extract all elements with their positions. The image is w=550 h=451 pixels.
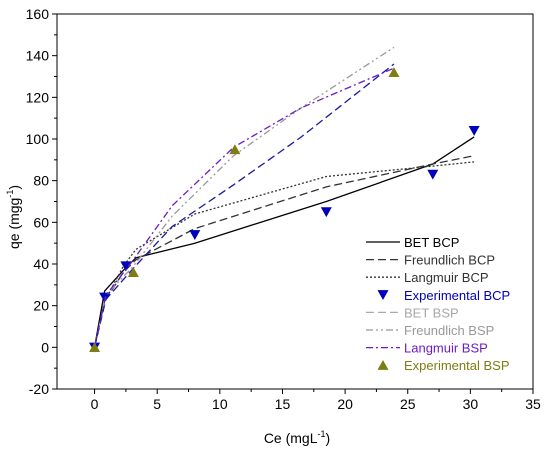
plot-area xyxy=(57,14,533,389)
data-point xyxy=(127,267,139,278)
series-6 xyxy=(93,46,395,348)
series-line xyxy=(93,63,395,348)
y-tick-label: 160 xyxy=(26,6,50,22)
legend-label: BET BSP xyxy=(404,305,459,320)
legend-item: Experimental BCP xyxy=(377,288,510,303)
legend-swatch xyxy=(377,359,389,370)
x-tick-label: 20 xyxy=(337,396,353,412)
y-tick-label: 120 xyxy=(26,89,50,105)
x-tick-label: 5 xyxy=(153,396,161,412)
y-tick-label: -20 xyxy=(29,381,49,397)
series-line xyxy=(93,136,475,348)
plot-background xyxy=(57,14,533,389)
legend-item: Langmuir BCP xyxy=(366,270,489,285)
legend: BET BCP Freundlich BCP Langmuir BCP Experim… xyxy=(366,235,510,373)
x-tick-label: 10 xyxy=(212,396,228,412)
data-point xyxy=(468,125,480,136)
series-1 xyxy=(93,136,475,348)
legend-label: Langmuir BCP xyxy=(404,270,489,285)
data-point xyxy=(189,230,201,241)
legend-swatch xyxy=(377,290,389,301)
legend-label: Langmuir BSP xyxy=(404,341,488,356)
legend-label: Experimental BSP xyxy=(404,358,510,373)
y-tick-label: 0 xyxy=(41,339,49,355)
y-tick-label: 80 xyxy=(33,173,49,189)
x-tick-label: 25 xyxy=(400,396,416,412)
legend-item: Experimental BSP xyxy=(377,358,510,373)
axes: 0 5 10 15 20 25 30 35 -20 0 20 40 60 80 100 120 140 160 xyxy=(26,6,541,412)
legend-item: Freundlich BCP xyxy=(366,253,495,268)
y-tick-label: 60 xyxy=(33,214,49,230)
legend-item: BET BSP xyxy=(366,305,459,320)
y-tick-label: 40 xyxy=(33,256,49,272)
legend-label: Freundlich BSP xyxy=(404,323,494,338)
data-point xyxy=(427,169,439,180)
data-point xyxy=(120,261,132,272)
y-tick-label: 140 xyxy=(26,48,50,64)
x-tick-label: 15 xyxy=(275,396,291,412)
legend-label: BET BCP xyxy=(404,235,459,250)
data-point xyxy=(229,144,241,155)
series-5 xyxy=(93,63,395,348)
x-axis-label: Ce (mgL-1) xyxy=(264,429,330,446)
x-tick-label: 35 xyxy=(525,396,541,412)
series-line xyxy=(93,46,395,348)
data-point xyxy=(89,342,101,353)
data-point xyxy=(388,67,400,78)
y-tick-label: 20 xyxy=(33,298,49,314)
legend-item: Langmuir BSP xyxy=(366,341,488,356)
data-point xyxy=(99,292,111,303)
y-tick-label: 100 xyxy=(26,131,50,147)
legend-item: Freundlich BSP xyxy=(366,323,494,338)
legend-item: BET BCP xyxy=(366,235,459,250)
x-tick-label: 30 xyxy=(463,396,479,412)
x-tick-label: 0 xyxy=(91,396,99,412)
series-8 xyxy=(89,67,400,353)
legend-label: Experimental BCP xyxy=(404,288,510,303)
legend-label: Freundlich BCP xyxy=(404,253,495,268)
data-point xyxy=(320,207,332,218)
series-layer xyxy=(89,46,480,353)
y-axis-label: qe (mgg-1) xyxy=(5,185,22,249)
